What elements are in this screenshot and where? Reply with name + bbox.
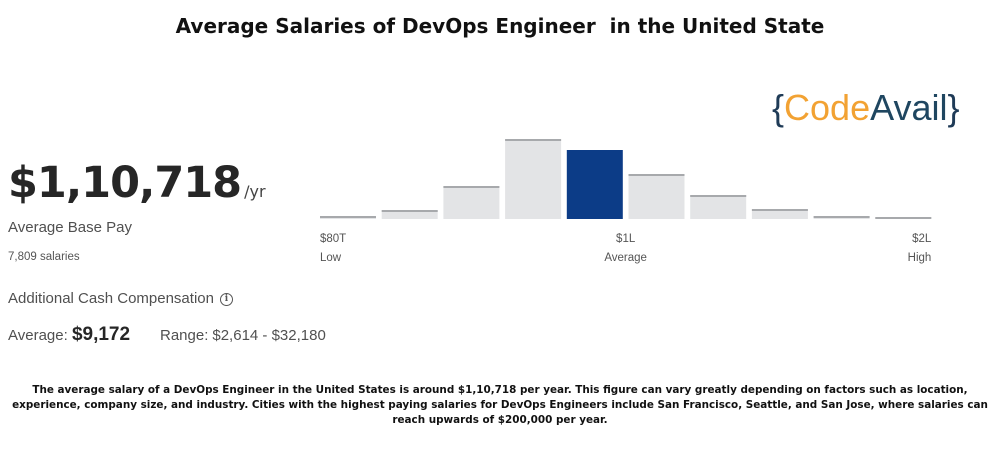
axis-value-label-2: $1L	[616, 233, 636, 245]
histogram-bar-4[interactable]	[505, 139, 562, 219]
salary-histogram: $80T Low $1L Average $2L High	[320, 139, 932, 264]
salary-count: 7,809 salaries	[8, 251, 80, 263]
axis-caption-label-3: High	[908, 252, 932, 264]
cash-average-label: Average:	[8, 327, 68, 344]
histogram-bar-8[interactable]	[751, 209, 808, 219]
axis-caption-label-1: Low	[320, 252, 342, 264]
histogram-bar-3[interactable]	[443, 186, 500, 219]
axis-caption-label-2: Average	[604, 252, 647, 264]
histogram-bar-top-1	[320, 216, 376, 218]
axis-value-label-3: $2L	[912, 233, 932, 245]
pay-unit: /yr	[244, 182, 266, 201]
cash-range-value: $2,614 - $32,180	[212, 327, 326, 344]
cash-title-text: Additional Cash Compensation	[8, 290, 214, 307]
logo-brace-open: {	[772, 87, 785, 128]
cash-average-value: $9,172	[71, 324, 131, 345]
description-text: The average salary of a DevOps Engineer …	[12, 384, 988, 426]
axis-value-label-1: $80T	[320, 233, 346, 245]
histogram-bar-top-4	[505, 139, 562, 141]
info-icon[interactable]: i	[219, 293, 233, 306]
histogram-bar-top-2	[381, 210, 438, 212]
histogram-bar-2[interactable]	[381, 210, 438, 219]
cash-range: Range: $2,614 - $32,180	[160, 327, 326, 344]
histogram-bar-top-10	[875, 217, 932, 219]
logo-code-text: Code	[784, 87, 871, 128]
histogram-bar-top-8	[751, 209, 808, 211]
histogram-bar-6[interactable]	[628, 174, 685, 219]
additional-cash-title: Additional Cash Compensation i	[8, 290, 233, 307]
histogram-bar-top-6	[628, 174, 685, 176]
logo-avail-text: Avail	[870, 87, 948, 128]
histogram-bar-top-7	[690, 195, 747, 197]
histogram-bar-7[interactable]	[690, 195, 747, 219]
average-pay-amount: $1,10,718/yr	[8, 158, 266, 208]
histogram-bar-top-9	[813, 216, 870, 218]
pay-amount-value: $1,10,718	[8, 158, 242, 208]
histogram-bar-top-3	[443, 186, 500, 188]
histogram-bar-5[interactable]	[566, 150, 623, 219]
logo-brace-close: }	[947, 87, 960, 128]
codeavail-logo: {CodeAvail}	[772, 86, 960, 130]
average-base-pay-label: Average Base Pay	[8, 219, 132, 236]
cash-average: Average: $9,172	[8, 324, 130, 346]
page-title: Average Salaries of DevOps Engineer in t…	[175, 14, 825, 38]
cash-range-label: Range:	[160, 327, 209, 344]
